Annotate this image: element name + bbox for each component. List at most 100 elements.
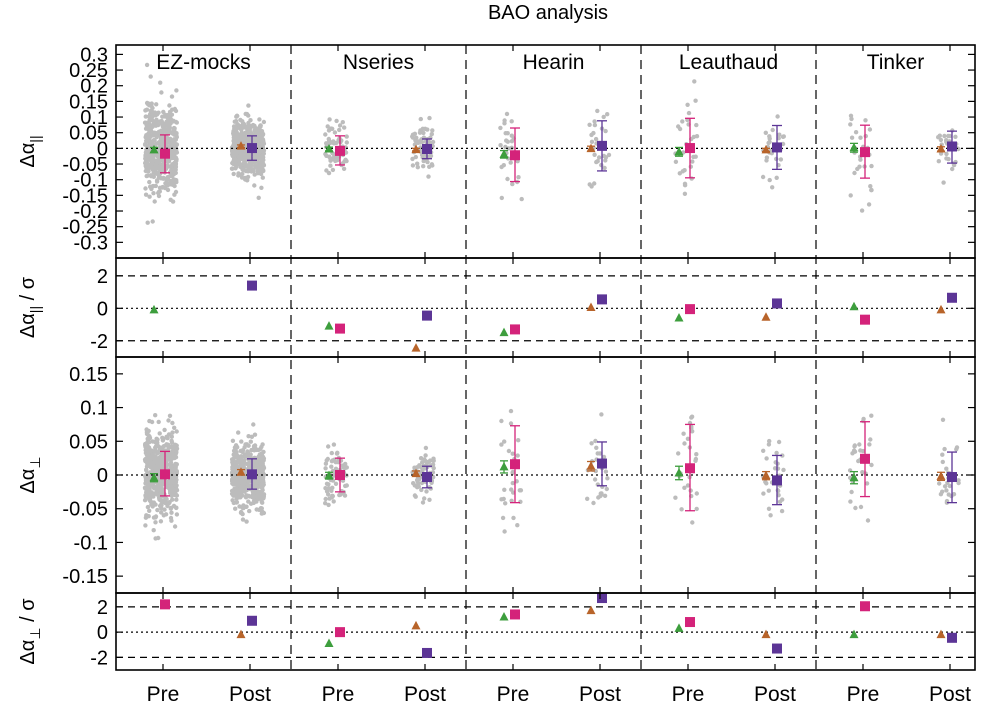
mock-point (169, 112, 175, 117)
mock-point (865, 518, 871, 523)
square-marker (947, 141, 957, 152)
square-marker (422, 647, 432, 658)
mock-point (344, 465, 349, 470)
mock-point (504, 111, 510, 117)
mock-point (779, 508, 785, 514)
square-marker (860, 314, 870, 325)
mock-point (158, 519, 164, 524)
column-label: Pre (322, 683, 355, 706)
mock-point (174, 512, 180, 517)
y-axis-label: Δα⊥ / σ (17, 598, 43, 665)
mock-point (157, 491, 163, 497)
mock-point (233, 490, 238, 495)
group-label: Nseries (343, 51, 414, 74)
mock-point (150, 133, 156, 138)
square-marker (510, 609, 520, 620)
mock-point (860, 470, 865, 475)
mock-point (154, 178, 160, 183)
mock-point (415, 165, 420, 170)
y-axis-label-main: Δα (17, 313, 39, 338)
mock-point (150, 158, 155, 164)
mock-point (428, 486, 433, 491)
mock-point (142, 120, 148, 125)
mock-point (157, 486, 162, 492)
mock-point (499, 497, 504, 502)
square-marker (247, 615, 257, 626)
mock-point (144, 107, 150, 112)
mock-point (170, 430, 175, 435)
mock-point (143, 192, 149, 197)
panel-frame (115, 257, 976, 358)
mock-point (505, 131, 510, 136)
mock-point (944, 466, 949, 471)
column-label: Post (404, 683, 446, 706)
y-tick-label: 2 (97, 597, 108, 619)
mock-point (947, 133, 952, 139)
mock-point (172, 425, 177, 430)
mock-point (410, 163, 416, 168)
mock-point (416, 484, 421, 489)
mock-point (508, 408, 514, 414)
mock-point (589, 441, 594, 446)
mock-point (240, 517, 246, 522)
triangle-marker (586, 302, 596, 311)
mock-point (942, 133, 947, 139)
mock-point (166, 113, 171, 119)
mock-point (148, 139, 154, 144)
mock-point (260, 145, 266, 150)
mock-point (259, 185, 264, 190)
mock-point (694, 491, 699, 496)
mock-point (254, 489, 259, 495)
mock-point (144, 452, 150, 458)
mock-point (149, 115, 154, 120)
group-label: EZ-mocks (156, 51, 251, 74)
mock-point (515, 453, 520, 458)
mock-point (150, 219, 155, 224)
y-tick-label: -0.2 (74, 201, 108, 223)
mock-point (428, 458, 433, 463)
mock-point (143, 523, 148, 528)
y-axis-label-sub: || (27, 135, 43, 142)
mock-point (149, 101, 154, 106)
mock-point (848, 193, 853, 198)
mock-point (244, 177, 250, 182)
marker-layer (149, 117, 957, 658)
mock-point (145, 173, 150, 178)
y-tick-label: 0.15 (69, 364, 108, 386)
mock-point (144, 138, 149, 143)
mock-point (499, 195, 504, 201)
mock-point (418, 128, 423, 133)
mock-point (149, 174, 154, 179)
mock-point (505, 139, 510, 144)
mock-point (231, 493, 236, 498)
square-marker (685, 143, 695, 154)
mock-point (940, 452, 945, 457)
mock-point (518, 488, 524, 493)
mock-point (509, 498, 514, 503)
mock-point (429, 131, 434, 137)
y-tick-label: 2 (97, 266, 108, 288)
mock-point (234, 114, 239, 119)
y-tick-label: -0.1 (74, 170, 108, 192)
y-tick-label: -2 (90, 331, 108, 353)
mock-point (686, 110, 692, 116)
y-tick-label: -0.05 (62, 154, 108, 176)
mock-point (254, 479, 259, 484)
mock-point (425, 127, 430, 132)
mock-point (764, 456, 769, 461)
mock-point (422, 496, 427, 501)
mock-point (164, 496, 169, 502)
mock-point (160, 166, 166, 172)
y-tick-label: -0.25 (62, 217, 108, 239)
mock-point (147, 418, 152, 424)
mock-point (938, 137, 944, 143)
mock-point (780, 453, 785, 458)
mock-point (942, 446, 947, 452)
mock-point (169, 440, 175, 445)
mock-point (238, 117, 243, 123)
mock-point (775, 114, 780, 119)
mock-point (240, 448, 245, 453)
square-marker (860, 601, 870, 612)
mock-point (673, 495, 678, 500)
mock-point (592, 152, 597, 157)
